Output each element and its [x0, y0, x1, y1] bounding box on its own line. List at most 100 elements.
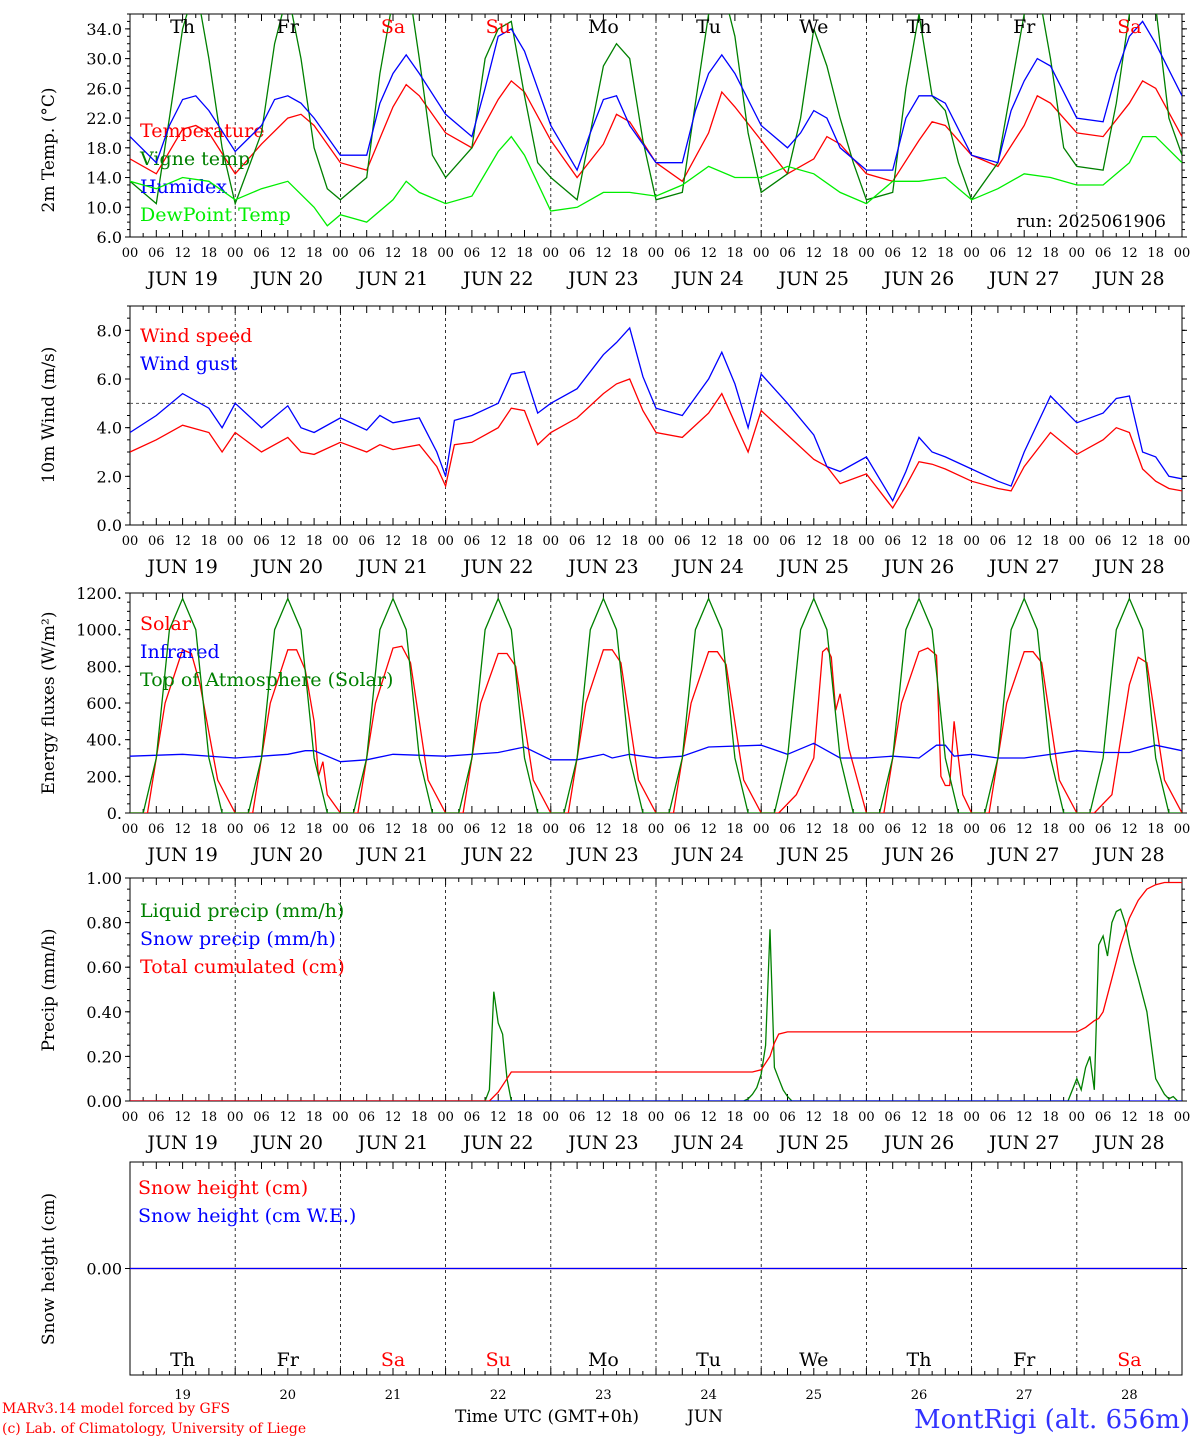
- hour-tick-label: 12: [280, 1110, 297, 1125]
- hour-tick-label: 00: [1174, 822, 1191, 837]
- legend-entry: Snow height (cm): [138, 1177, 308, 1199]
- legend-entry: Total cumulated (cm): [140, 956, 345, 978]
- date-label: JUN 26: [882, 556, 954, 578]
- hour-tick-label: 18: [411, 246, 428, 261]
- hour-tick-label: 06: [674, 1110, 691, 1125]
- y-tick-label: 14.0: [86, 169, 122, 188]
- hour-tick-label: 18: [1042, 822, 1059, 837]
- hour-tick-label: 18: [516, 534, 533, 549]
- hour-tick-label: 12: [490, 1110, 507, 1125]
- day-name-bottom: Th: [907, 1349, 932, 1371]
- date-label: JUN 19: [145, 844, 217, 866]
- hour-tick-label: 18: [516, 822, 533, 837]
- day-name-top: Sa: [381, 16, 405, 38]
- hour-tick-label: 00: [1174, 246, 1191, 261]
- hour-tick-label: 06: [779, 534, 796, 549]
- hour-tick-label: 06: [569, 246, 586, 261]
- hour-tick-label: 18: [832, 1110, 849, 1125]
- hour-tick-label: 00: [227, 246, 244, 261]
- y-tick-label: 26.0: [86, 79, 122, 98]
- y-tick-label: 0.0: [97, 516, 122, 535]
- hour-tick-label: 00: [858, 534, 875, 549]
- hour-tick-label: 00: [1069, 822, 1086, 837]
- hour-tick-label: 18: [727, 822, 744, 837]
- y-tick-label: 0.20: [86, 1047, 122, 1066]
- station-label: MontRigi (alt. 656m): [914, 1405, 1190, 1435]
- hour-tick-label: 00: [437, 534, 454, 549]
- hour-tick-label: 12: [700, 822, 717, 837]
- hour-tick-label: 00: [753, 246, 770, 261]
- hour-tick-label: 18: [937, 534, 954, 549]
- hour-tick-label: 18: [832, 246, 849, 261]
- date-label: JUN 20: [251, 1132, 323, 1154]
- hour-tick-label: 06: [1095, 246, 1112, 261]
- hour-tick-label: 00: [122, 822, 139, 837]
- bottom-axis-month: JUN: [685, 1407, 723, 1427]
- day-number: 26: [911, 1388, 928, 1403]
- hour-tick-label: 12: [595, 1110, 612, 1125]
- hour-tick-label: 18: [201, 534, 218, 549]
- hour-tick-label: 12: [806, 534, 823, 549]
- legend-entry: Snow height (cm W.E.): [138, 1205, 356, 1227]
- date-label: JUN 19: [145, 268, 217, 290]
- hour-tick-label: 18: [306, 822, 323, 837]
- hour-tick-label: 00: [1174, 534, 1191, 549]
- hour-tick-label: 18: [411, 822, 428, 837]
- y-tick-label: 1000.: [76, 621, 122, 640]
- hour-tick-label: 18: [1147, 246, 1164, 261]
- hour-tick-label: 00: [122, 534, 139, 549]
- hour-tick-label: 06: [358, 534, 375, 549]
- y-tick-label: 400.: [86, 731, 122, 750]
- day-number: 27: [1016, 1388, 1033, 1403]
- hour-tick-label: 06: [569, 1110, 586, 1125]
- legend-entry: Top of Atmosphere (Solar): [140, 669, 393, 691]
- y-tick-label: 1.00: [86, 869, 122, 888]
- hour-tick-label: 00: [1069, 534, 1086, 549]
- hour-tick-label: 18: [306, 534, 323, 549]
- hour-tick-label: 06: [779, 1110, 796, 1125]
- hour-tick-label: 18: [1147, 534, 1164, 549]
- hour-tick-label: 06: [1095, 534, 1112, 549]
- hour-tick-label: 00: [648, 246, 665, 261]
- y-axis-label: 2m Temp. (°C): [39, 87, 59, 212]
- hour-tick-label: 00: [227, 534, 244, 549]
- hour-tick-label: 00: [648, 1110, 665, 1125]
- panel-1: 6.0 10.0 14.0 18.0 22.0 26.0 30.0 34.0 2m Temp. …: [39, 13, 1191, 290]
- legend-entry: Infrared: [140, 641, 220, 663]
- hour-tick-label: 18: [1147, 822, 1164, 837]
- hour-tick-label: 00: [1174, 1110, 1191, 1125]
- hour-tick-label: 18: [306, 246, 323, 261]
- legend-entry: Wind speed: [140, 325, 252, 347]
- date-label: JUN 25: [777, 1132, 849, 1154]
- hour-tick-label: 12: [490, 246, 507, 261]
- hour-tick-label: 00: [122, 1110, 139, 1125]
- y-tick-label: 8.0: [97, 321, 122, 340]
- hour-tick-label: 00: [753, 822, 770, 837]
- hour-tick-label: 18: [201, 246, 218, 261]
- hour-tick-label: 18: [621, 246, 638, 261]
- y-tick-label: 600.: [86, 694, 122, 713]
- day-name-bottom: Fr: [277, 1349, 300, 1371]
- date-label: JUN 21: [356, 844, 428, 866]
- y-tick-label: 0.80: [86, 914, 122, 933]
- hour-tick-label: 12: [806, 246, 823, 261]
- legend-entry: Vigne temp: [139, 148, 250, 170]
- hour-tick-label: 06: [779, 822, 796, 837]
- date-label: JUN 25: [777, 268, 849, 290]
- day-name-bottom: Tu: [696, 1349, 721, 1371]
- y-axis-label: Energy fluxes (W/m²): [39, 612, 59, 795]
- hour-tick-label: 00: [648, 534, 665, 549]
- hour-tick-label: 18: [411, 534, 428, 549]
- y-tick-label: 1200.: [76, 584, 122, 603]
- hour-tick-label: 00: [437, 822, 454, 837]
- hour-tick-label: 00: [332, 1110, 349, 1125]
- date-label: JUN 27: [987, 268, 1059, 290]
- hour-tick-label: 06: [884, 534, 901, 549]
- hour-tick-label: 18: [937, 246, 954, 261]
- y-tick-label: 10.0: [86, 198, 122, 217]
- date-label: JUN 27: [987, 556, 1059, 578]
- hour-tick-label: 12: [385, 246, 402, 261]
- date-label: JUN 20: [251, 556, 323, 578]
- legend-entry: Wind gust: [140, 353, 238, 375]
- hour-tick-label: 12: [385, 822, 402, 837]
